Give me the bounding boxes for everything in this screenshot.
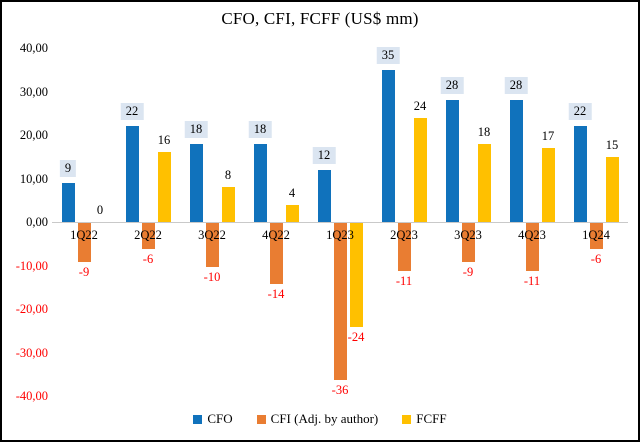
value-label-cfi-adj-by-author: -11	[395, 273, 413, 288]
bar-cfi-adj-by-author	[525, 223, 539, 271]
legend-swatch-cfo-icon	[193, 414, 203, 424]
value-label-cfi-adj-by-author: -11	[523, 273, 541, 288]
legend-label: CFI (Adj. by author)	[270, 411, 379, 426]
bar-fcff	[477, 143, 491, 222]
value-label-cfo: 18	[184, 120, 208, 138]
value-label-cfi-adj-by-author: -6	[590, 252, 602, 267]
value-label-cfo: 35	[376, 46, 400, 64]
value-label-cfi-adj-by-author: -6	[142, 252, 154, 267]
value-label-fcff: 0	[96, 203, 104, 217]
legend-swatch-cfi-adj-by-author-icon	[256, 414, 266, 424]
y-axis-tick-label: -30,00	[15, 345, 48, 360]
y-axis-tick-label: 10,00	[19, 171, 48, 186]
value-label-fcff: 4	[288, 185, 296, 200]
category-label: 1Q22	[70, 228, 98, 242]
value-label-fcff: 18	[477, 124, 491, 139]
bar-cfi-adj-by-author	[333, 223, 347, 380]
category-label: 2Q22	[134, 228, 162, 242]
value-label-fcff: -24	[347, 330, 365, 345]
legend-label: CFO	[207, 411, 233, 426]
value-label-cfo: 28	[440, 77, 464, 95]
bar-cfi-adj-by-author	[77, 223, 91, 263]
bar-cfo	[445, 100, 459, 222]
chart-title: CFO, CFI, FCFF (US$ mm)	[221, 9, 419, 28]
bar-cfi-adj-by-author	[589, 223, 603, 250]
category-label: 4Q22	[262, 228, 290, 242]
value-label-cfo: 9	[59, 159, 77, 177]
bar-cfi-adj-by-author	[397, 223, 411, 271]
legend-label: FCFF	[416, 411, 447, 426]
y-axis-tick-label: 20,00	[19, 128, 48, 142]
bar-fcff	[605, 156, 619, 222]
bar-cfo	[317, 169, 331, 222]
bar-cfi-adj-by-author	[205, 223, 219, 267]
value-label-fcff: 16	[157, 133, 171, 148]
bar-fcff	[285, 204, 299, 222]
category-label: 3Q22	[198, 228, 226, 242]
y-axis-tick-label: -40,00	[15, 389, 48, 403]
category-label: 2Q23	[390, 228, 418, 242]
value-label-fcff: 17	[541, 129, 555, 144]
legend-item-fcff: FCFF	[402, 411, 447, 427]
value-label-fcff: 8	[224, 168, 232, 183]
bar-cfi-adj-by-author	[141, 223, 155, 250]
value-label-cfo: 18	[248, 120, 272, 138]
value-label-cfi-adj-by-author: -10	[203, 269, 221, 284]
category-label: 4Q23	[518, 228, 546, 242]
bar-fcff	[221, 187, 235, 222]
bar-cfo	[189, 143, 203, 222]
x-axis-line	[52, 222, 628, 223]
legend-item-cfo: CFO	[193, 411, 233, 427]
value-label-fcff: 15	[605, 137, 619, 152]
bar-fcff	[349, 223, 363, 328]
y-axis-tick-label: 40,00	[19, 41, 48, 55]
y-axis-tick-label: -20,00	[15, 302, 48, 316]
legend-item-cfi-adj-by-author: CFI (Adj. by author)	[256, 411, 379, 427]
value-label-cfo: 12	[312, 146, 336, 164]
legend: CFO CFI (Adj. by author) FCFF	[2, 411, 638, 427]
value-label-cfi-adj-by-author: -14	[267, 286, 285, 301]
y-axis-tick-label: 30,00	[19, 84, 48, 99]
bar-cfo	[125, 126, 139, 222]
value-label-cfo: 28	[504, 77, 528, 95]
value-label-fcff: 24	[413, 98, 427, 113]
value-label-cfo: 22	[568, 103, 592, 121]
bar-cfo	[253, 143, 267, 222]
bar-cfo	[509, 100, 523, 222]
bar-fcff	[541, 148, 555, 222]
bar-cfo	[381, 69, 395, 222]
value-label-cfi-adj-by-author: -9	[78, 265, 90, 280]
bar-cfo	[573, 126, 587, 222]
value-label-cfi-adj-by-author: -9	[462, 265, 474, 280]
category-label: 3Q23	[454, 228, 482, 242]
bar-cfi-adj-by-author	[269, 223, 283, 284]
bar-fcff	[413, 117, 427, 222]
legend-swatch-fcff-icon	[402, 414, 412, 424]
bar-cfi-adj-by-author	[461, 223, 475, 263]
category-label: 1Q24	[582, 228, 610, 242]
value-label-cfi-adj-by-author: -36	[331, 382, 349, 397]
y-axis-tick-label: -10,00	[15, 258, 48, 273]
y-axis-tick-label: 0,00	[26, 215, 48, 229]
bar-cfo	[61, 182, 75, 222]
value-label-cfo: 22	[120, 103, 144, 121]
bar-fcff	[157, 152, 171, 222]
category-label: 1Q23	[326, 228, 354, 242]
